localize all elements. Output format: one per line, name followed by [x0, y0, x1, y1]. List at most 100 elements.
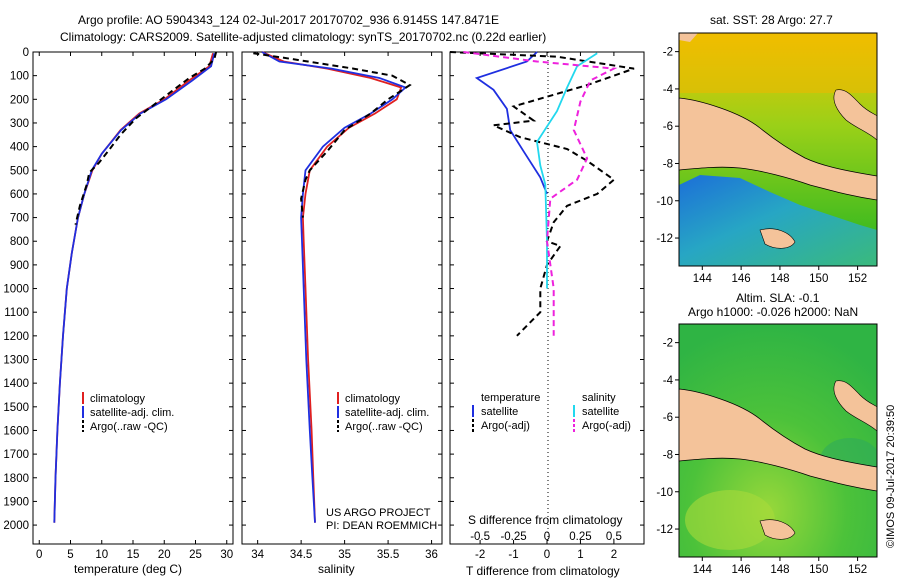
depth-tick-label: 900 — [10, 260, 29, 272]
legend-satellite: satellite-adj. clim. — [345, 407, 429, 419]
series-temperature-satellite — [474, 51, 548, 195]
project-line1: US ARGO PROJECT — [326, 507, 431, 519]
series-satellite-adj-clim- — [261, 51, 408, 523]
series-climatology — [261, 51, 403, 523]
x-tick-label: 36 — [425, 549, 438, 561]
depth-tick-label: 1700 — [3, 449, 29, 461]
depth-tick-label: 1600 — [3, 425, 29, 437]
s-diff-tick-label: 0.25 — [569, 531, 591, 543]
x-tick-label: 34.5 — [290, 549, 312, 561]
s-diff-tick-label: 0 — [544, 531, 550, 543]
lon-tick-label: 150 — [809, 564, 828, 576]
legend-sal-satellite: satellite — [582, 406, 619, 418]
depth-tick-label: 400 — [10, 142, 29, 154]
temperature-legend: climatology satellite-adj. clim. Argo(..… — [82, 392, 174, 433]
sst-warm-band — [679, 33, 877, 93]
land-mass-new-guinea — [679, 97, 877, 201]
legend-temp-satellite: satellite — [481, 406, 518, 418]
legend-temp-argo: Argo(-adj) — [481, 420, 530, 432]
sla-map — [678, 323, 878, 558]
depth-tick-label: 1500 — [3, 402, 29, 414]
land-mass-small-island — [759, 228, 796, 249]
depth-tick-label: 1200 — [3, 331, 29, 343]
profile-lines — [53, 51, 635, 523]
depth-tick-label: 100 — [10, 71, 29, 83]
series-climatology — [53, 52, 214, 523]
s-diff-tick-label: 0.5 — [606, 531, 622, 543]
depth-tick-label: 200 — [10, 94, 29, 106]
depth-tick-label: 300 — [10, 118, 29, 130]
x-tick-label: 2 — [611, 549, 617, 561]
series-salinity-argo-adj- — [463, 51, 618, 336]
depth-tick-label: 1100 — [4, 307, 29, 319]
depth-tick-label: 1800 — [3, 473, 29, 485]
land-mass-new-guinea — [679, 388, 877, 492]
lon-tick-label: 144 — [693, 564, 713, 576]
x-tick-label: 30 — [220, 549, 233, 561]
difference-legend: temperature salinity satellite Argo(-adj… — [472, 392, 631, 432]
land-mass-small-island — [759, 519, 796, 540]
lon-tick-label: 148 — [770, 564, 789, 576]
s-diff-tick-label: -0.25 — [500, 531, 526, 543]
legend-climatology: climatology — [90, 393, 146, 405]
depth-tick-label: 1900 — [3, 496, 29, 508]
land-mass-north — [679, 33, 698, 42]
depth-tick-label: 700 — [10, 213, 29, 225]
series-argo-raw-qc- — [74, 51, 218, 225]
lat-tick-label: -12 — [656, 524, 673, 536]
depth-tick-label: 0 — [23, 47, 29, 59]
s-difference-axis-label: S difference from climatology — [468, 513, 623, 527]
depth-tick-label: 2000 — [3, 520, 29, 532]
lat-tick-label: -4 — [663, 84, 674, 96]
depth-tick-label: 1000 — [3, 284, 29, 296]
lat-tick-label: -8 — [663, 158, 673, 170]
x-tick-label: 1 — [577, 549, 583, 561]
legend-climatology: climatology — [345, 393, 401, 405]
x-tick-label: -2 — [475, 549, 485, 561]
lon-tick-label: 152 — [848, 564, 867, 576]
lon-tick-label: 152 — [848, 273, 867, 285]
s-difference-axis: -0.5 -0.25 0 0.25 0.5 — [470, 531, 622, 543]
header-line2: Climatology: CARS2009. Satellite-adjuste… — [60, 30, 546, 44]
lat-tick-label: -4 — [663, 375, 674, 387]
salinity-axis: 34 34.5 35 35.5 36 — [251, 52, 438, 561]
t-difference-axis-label: T difference from climatology — [466, 564, 620, 578]
series-temperature-argo-adj- — [449, 51, 635, 337]
temperature-axis-label: temperature (deg C) — [74, 562, 182, 576]
x-tick-label: 35.5 — [377, 549, 399, 561]
land-mass-islands — [833, 89, 877, 141]
depth-tick-label: 1300 — [3, 355, 29, 367]
depth-tick-label: 600 — [10, 189, 29, 201]
x-tick-label: 34 — [251, 549, 264, 561]
header-line1: Argo profile: AO 5904343_124 02-Jul-2017… — [78, 13, 499, 27]
lat-tick-label: -12 — [656, 233, 673, 245]
x-tick-label: 10 — [95, 549, 108, 561]
depth-tick-label: 500 — [10, 165, 29, 177]
lat-tick-label: -10 — [656, 196, 673, 208]
x-tick-label: -1 — [508, 549, 518, 561]
x-tick-label: 20 — [158, 549, 171, 561]
lon-tick-label: 146 — [732, 564, 751, 576]
legend-temp-head: temperature — [481, 392, 540, 404]
map-bottom-axes: -2 -4 -6 -8 -10 -12 144 146 148 150 152 — [656, 338, 867, 576]
salinity-panel-frame — [241, 51, 443, 545]
depth-tick-label: 800 — [10, 236, 29, 248]
map-bottom-title1: Altim. SLA: -0.1 — [736, 291, 820, 305]
x-tick-label: 0 — [544, 549, 550, 561]
t-difference-axis: -2 -1 0 1 2 — [475, 52, 617, 561]
legend-sal-head: salinity — [582, 392, 616, 404]
lat-tick-label: -6 — [663, 412, 673, 424]
sla-high-region — [685, 490, 775, 550]
map-bottom-frame — [678, 323, 878, 558]
lon-tick-label: 148 — [770, 273, 789, 285]
series-salinity-satellite — [536, 52, 598, 289]
salinity-axis-label: salinity — [318, 562, 355, 576]
sst-cool-region — [679, 175, 877, 266]
land-mass-islands — [833, 380, 877, 432]
x-tick-label: 15 — [127, 549, 140, 561]
x-tick-label: 35 — [338, 549, 351, 561]
lat-tick-label: -6 — [663, 121, 673, 133]
lon-tick-label: 150 — [809, 273, 828, 285]
salinity-legend: climatology satellite-adj. clim. Argo(..… — [326, 392, 437, 532]
temperature-panel-frame — [32, 51, 234, 545]
